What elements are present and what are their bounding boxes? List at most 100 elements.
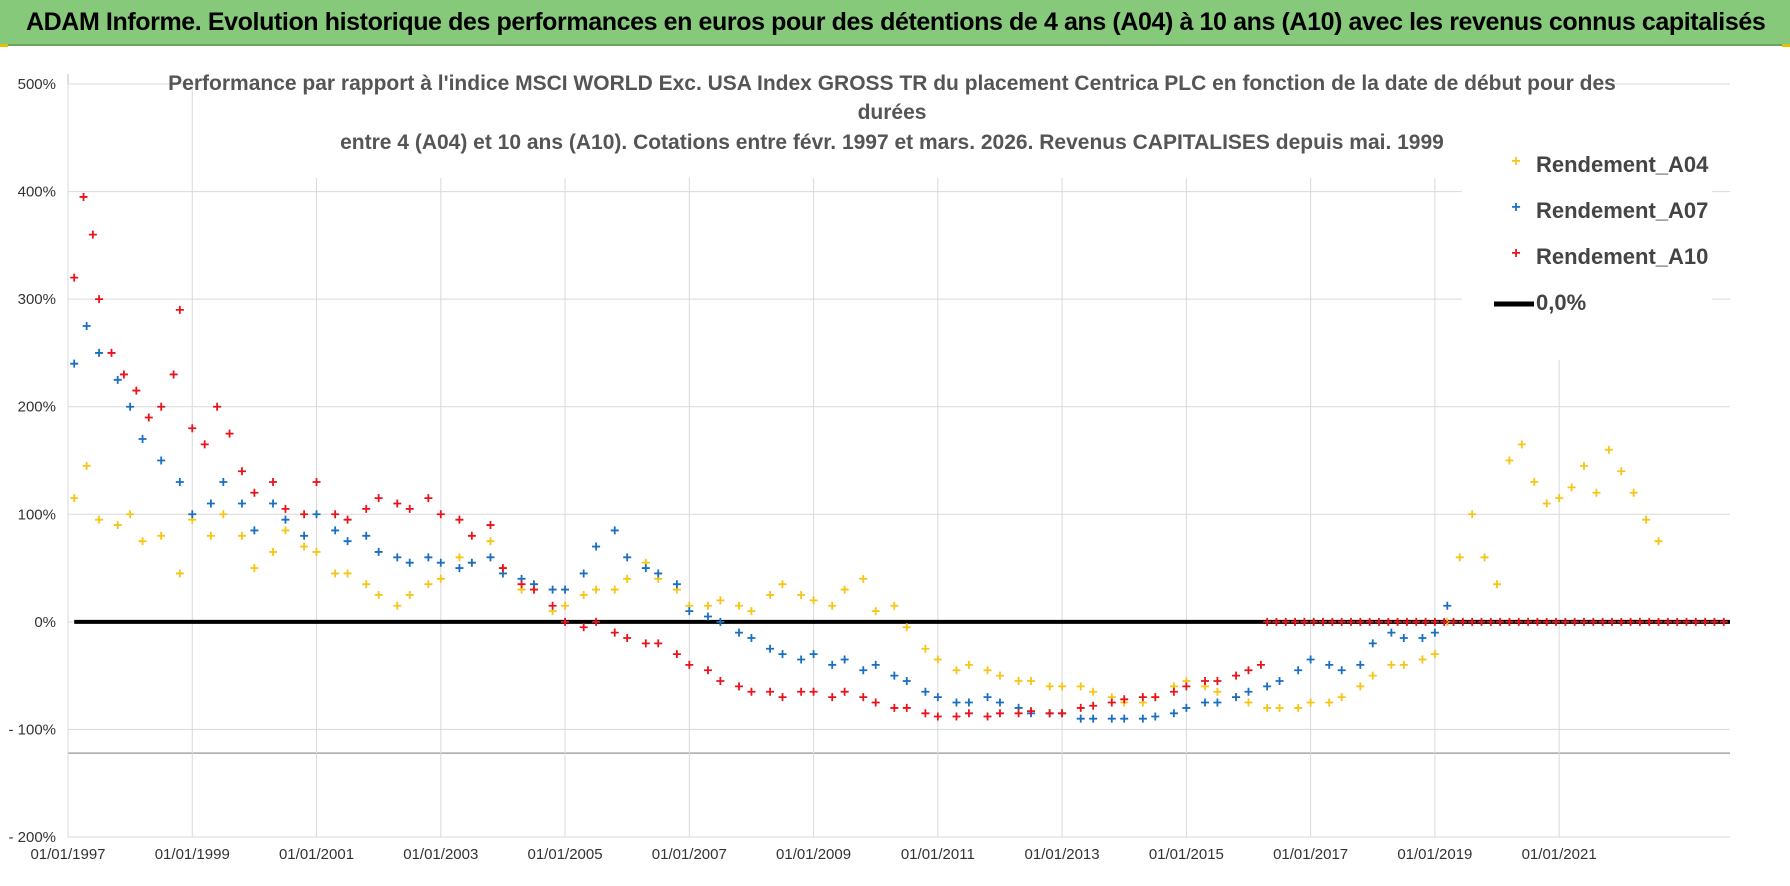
data-point xyxy=(1244,666,1253,675)
data-point xyxy=(1151,693,1160,702)
data-point xyxy=(213,402,222,411)
data-point xyxy=(1306,655,1315,664)
data-point xyxy=(735,601,744,610)
data-point xyxy=(95,295,104,304)
data-point xyxy=(1356,682,1365,691)
data-point xyxy=(1477,617,1486,626)
data-point xyxy=(1654,617,1663,626)
data-point xyxy=(1505,617,1514,626)
data-point xyxy=(654,639,663,648)
data-point xyxy=(778,693,787,702)
data-point xyxy=(1505,456,1514,465)
series-Rendement_A10 xyxy=(70,192,1728,721)
data-point xyxy=(1256,660,1265,669)
data-point xyxy=(1368,639,1377,648)
x-tick-label: 01/01/2015 xyxy=(1149,846,1224,863)
data-point xyxy=(859,574,868,583)
data-point xyxy=(716,617,725,626)
y-tick-label: 400% xyxy=(18,184,56,201)
data-point xyxy=(778,580,787,589)
data-point xyxy=(312,547,321,556)
data-point xyxy=(1232,693,1241,702)
legend-item-a07: + Rendement_A07 xyxy=(1511,198,1708,223)
legend-marker-a07: + xyxy=(1511,199,1520,216)
data-point xyxy=(1200,698,1209,707)
data-point xyxy=(1027,707,1036,716)
data-point xyxy=(1151,712,1160,721)
data-point xyxy=(312,510,321,519)
data-point xyxy=(225,429,234,438)
data-point xyxy=(579,590,588,599)
data-point xyxy=(1418,633,1427,642)
data-point xyxy=(1567,483,1576,492)
data-point xyxy=(1654,537,1663,546)
data-point xyxy=(1058,709,1067,718)
data-point xyxy=(362,580,371,589)
data-point xyxy=(610,628,619,637)
data-point xyxy=(82,322,91,331)
data-point xyxy=(331,569,340,578)
data-point xyxy=(952,698,961,707)
data-point xyxy=(1524,617,1533,626)
data-point xyxy=(1045,682,1054,691)
data-point xyxy=(113,521,122,530)
data-point xyxy=(641,639,650,648)
data-point xyxy=(703,666,712,675)
data-point xyxy=(548,601,557,610)
y-tick-label: 100% xyxy=(18,506,56,523)
data-point xyxy=(983,666,992,675)
data-point xyxy=(1076,682,1085,691)
data-point xyxy=(1430,650,1439,659)
data-point xyxy=(1365,617,1374,626)
data-point xyxy=(1486,617,1495,626)
data-point xyxy=(610,585,619,594)
data-point xyxy=(362,531,371,540)
data-point xyxy=(766,590,775,599)
data-point xyxy=(331,510,340,519)
data-point xyxy=(1309,617,1318,626)
data-point xyxy=(1213,677,1222,686)
data-point xyxy=(175,478,184,487)
data-point xyxy=(579,623,588,632)
chart-title-background xyxy=(195,68,1587,178)
data-point xyxy=(1200,677,1209,686)
x-tick-label: 01/01/2003 xyxy=(403,846,478,863)
data-point xyxy=(219,478,228,487)
data-point xyxy=(1337,666,1346,675)
data-point xyxy=(393,499,402,508)
data-point xyxy=(1430,628,1439,637)
data-point xyxy=(579,569,588,578)
data-point xyxy=(393,553,402,562)
data-point xyxy=(107,348,116,357)
x-tick-label: 01/01/2009 xyxy=(776,846,851,863)
chart-title-line-1: Performance par rapport à l'indice MSCI … xyxy=(168,72,1616,95)
data-point xyxy=(312,478,321,487)
data-point xyxy=(1607,617,1616,626)
data-point xyxy=(902,677,911,686)
x-tick-label: 01/01/1999 xyxy=(155,846,230,863)
data-point xyxy=(250,488,259,497)
chart-title-line-3: entre 4 (A04) et 10 ans (A10). Cotations… xyxy=(340,131,1444,154)
header-banner: ADAM Informe. Evolution historique des p… xyxy=(0,0,1790,46)
data-point xyxy=(200,440,209,449)
data-point xyxy=(1443,601,1452,610)
data-point xyxy=(486,521,495,530)
data-point xyxy=(1244,687,1253,696)
data-point xyxy=(374,547,383,556)
data-point xyxy=(797,590,806,599)
data-point xyxy=(281,515,290,524)
data-point xyxy=(952,666,961,675)
data-point xyxy=(393,601,402,610)
data-point xyxy=(424,553,433,562)
data-point xyxy=(1182,703,1191,712)
data-point xyxy=(82,461,91,470)
data-point xyxy=(1169,709,1178,718)
data-point xyxy=(685,660,694,669)
data-point xyxy=(1629,488,1638,497)
page-title: ADAM Informe. Evolution historique des p… xyxy=(26,8,1766,36)
x-axis-ticks: 01/01/1997 01/01/1999 01/01/2001 01/01/2003… xyxy=(30,846,1596,863)
data-point xyxy=(1617,467,1626,476)
data-point xyxy=(1014,677,1023,686)
legend-item-a04: + Rendement_A04 xyxy=(1511,152,1709,177)
data-point xyxy=(1263,617,1272,626)
